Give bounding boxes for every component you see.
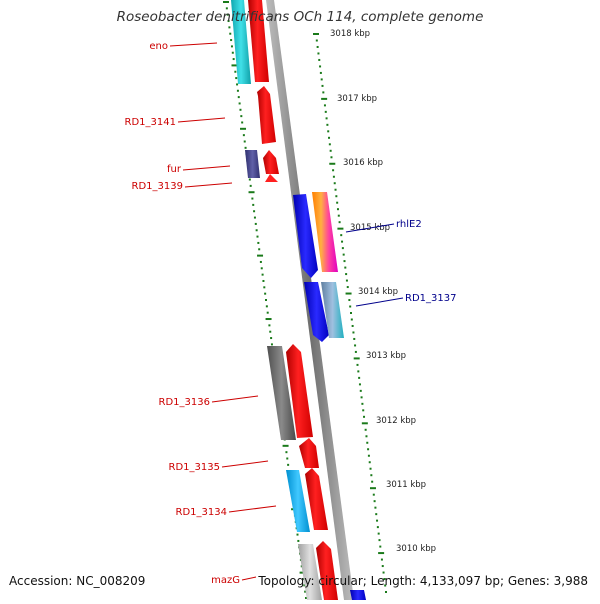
leader-line [177, 117, 226, 123]
scale-label: 3014 kbp [358, 287, 398, 297]
leader-line [355, 297, 404, 307]
gene-rd1-3134 [305, 468, 328, 530]
scale-label: 3013 kbp [366, 351, 406, 361]
scale-label: 3018 kbp [330, 29, 370, 39]
gene-rd1-3139 [263, 150, 279, 174]
gene-label-forward[interactable]: mazG [211, 575, 240, 586]
reverse-strand-genes [293, 192, 366, 600]
gene-rd1-3137 [321, 282, 344, 338]
gene-label-forward[interactable]: RD1_3139 [132, 181, 183, 192]
gene-sky-rd1-3134 [286, 470, 310, 532]
gene-label-reverse[interactable]: RD1_3137 [405, 293, 456, 304]
outer-tick-marks [313, 33, 387, 593]
scale-label: 3011 kbp [386, 480, 426, 490]
map-title: Roseobacter denitrificans OCh 114, compl… [116, 9, 484, 25]
gene-label-forward[interactable]: eno [149, 41, 168, 52]
gene-label-forward[interactable]: RD1_3135 [169, 462, 220, 473]
gene-blue-1 [293, 194, 318, 278]
scale-label: 3010 kbp [396, 544, 436, 554]
scale-label: 3017 kbp [337, 94, 377, 104]
gene-rd1-3135 [299, 438, 319, 468]
gene-label-forward[interactable]: RD1_3134 [176, 507, 227, 518]
scale-label: 3016 kbp [343, 158, 383, 168]
leader-line [211, 395, 259, 403]
gene-blue-3 [350, 590, 366, 600]
gene-eno [248, 0, 269, 82]
gene-light [298, 544, 322, 600]
leader-line [345, 223, 395, 233]
genome-summary: Topology: circular; Length: 4,133,097 bp… [258, 574, 588, 588]
gene-fur [245, 150, 260, 178]
gene-blue-2 [304, 282, 329, 342]
leader-line [241, 576, 257, 581]
gene-gray-rd1-3136 [267, 346, 296, 440]
forward-strand-genes [231, 0, 338, 600]
leader-line [184, 182, 233, 188]
gene-rhle2 [312, 192, 338, 272]
gene-cyan-1 [231, 0, 251, 84]
gene-label-forward[interactable]: fur [167, 164, 182, 175]
gene-label-forward[interactable]: RD1_3136 [159, 397, 210, 408]
gene-rd1-3139-tip [265, 174, 278, 182]
leader-line [169, 42, 218, 47]
gene-rd1-3141 [257, 86, 276, 144]
gene-mazg [316, 541, 338, 600]
gene-label-forward[interactable]: RD1_3141 [125, 117, 176, 128]
gene-label-reverse[interactable]: rhlE2 [396, 219, 422, 230]
accession-label: Accession: NC_008209 [9, 574, 146, 588]
label-leader-lines [169, 42, 404, 581]
scale-label: 3012 kbp [376, 416, 416, 426]
leader-line [182, 165, 231, 171]
gene-rd1-3136 [286, 344, 313, 438]
leader-line [228, 505, 277, 513]
leader-line [221, 460, 269, 468]
